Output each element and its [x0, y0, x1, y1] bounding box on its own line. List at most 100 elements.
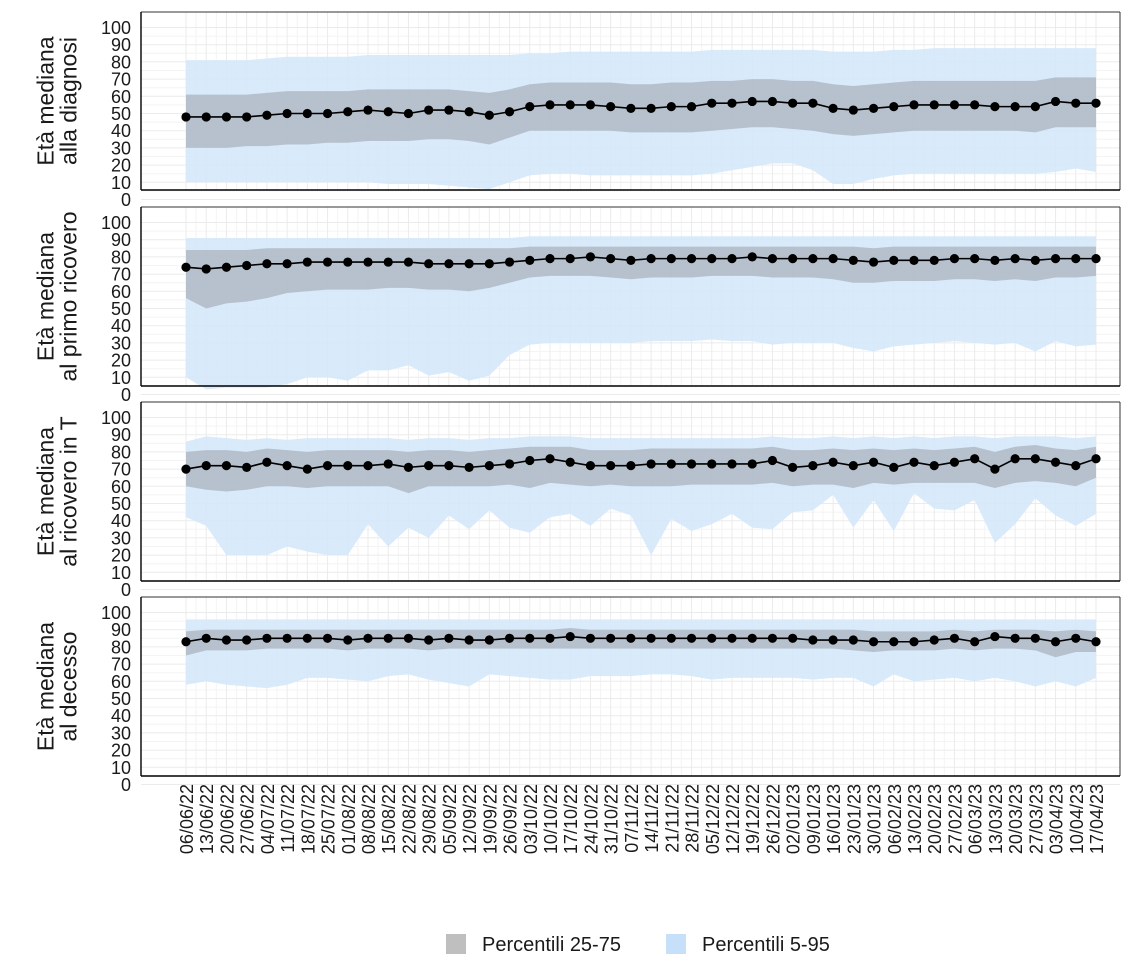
x-tick-label: 26/09/22 — [501, 784, 521, 854]
median-point — [868, 637, 879, 647]
median-point — [322, 257, 333, 267]
x-tick-label: 14/11/22 — [642, 784, 662, 853]
median-point — [585, 252, 596, 262]
median-point — [363, 461, 373, 471]
median-point — [282, 633, 292, 643]
y-tick-label: 20 — [111, 546, 131, 566]
median-point — [262, 457, 272, 467]
median-point — [403, 633, 414, 643]
median-point — [767, 96, 778, 107]
x-tick-label: 24/10/22 — [581, 784, 601, 854]
y-tick-label: 10 — [111, 368, 131, 388]
median-point — [949, 100, 960, 110]
median-point — [990, 102, 1000, 112]
median-point — [848, 105, 858, 115]
median-point — [322, 461, 333, 471]
median-point — [464, 462, 474, 472]
median-point — [606, 254, 616, 264]
x-tick-label: 12/09/22 — [460, 784, 480, 854]
median-point — [889, 462, 899, 472]
median-point — [788, 254, 798, 264]
median-point — [1091, 254, 1101, 264]
median-point — [565, 254, 575, 264]
median-point — [302, 108, 312, 119]
median-point — [767, 254, 778, 264]
median-point — [666, 254, 676, 264]
legend-label-iqr: Percentili 25-75 — [482, 934, 621, 956]
x-tick-label: 18/07/22 — [298, 784, 318, 854]
y-tick-label: 70 — [111, 460, 131, 480]
x-tick-label: 12/12/22 — [723, 784, 743, 854]
median-point — [424, 105, 434, 115]
median-point — [626, 103, 636, 113]
y-axis-title-line: al decesso — [55, 632, 81, 742]
x-tick-label: 29/08/22 — [420, 784, 440, 854]
x-tick-label: 02/01/23 — [784, 784, 804, 854]
y-tick-label: 30 — [111, 723, 131, 743]
median-point — [282, 461, 292, 471]
median-point — [282, 108, 292, 119]
median-point — [242, 112, 252, 122]
y-tick-label: 30 — [111, 333, 131, 353]
median-point — [181, 112, 191, 122]
median-point — [990, 255, 1000, 265]
y-tick-label: 10 — [111, 563, 131, 583]
median-point — [424, 259, 434, 269]
x-tick-label: 03/10/22 — [521, 784, 541, 854]
median-point — [909, 457, 919, 467]
band-p25-75 — [186, 77, 1096, 148]
median-point — [848, 461, 858, 471]
median-point — [1010, 454, 1020, 464]
y-tick-label: 40 — [111, 316, 131, 336]
y-tick-label: 60 — [111, 87, 131, 107]
median-point — [221, 112, 232, 122]
band-p25-75 — [186, 627, 1096, 658]
median-point — [302, 464, 312, 474]
x-tick-label: 21/11/22 — [662, 784, 682, 853]
x-tick-label: 28/11/22 — [683, 784, 703, 853]
x-tick-label: 30/01/23 — [865, 784, 885, 854]
x-tick-label: 20/06/22 — [217, 784, 237, 854]
median-point — [1091, 637, 1101, 647]
y-tick-label: 20 — [111, 741, 131, 761]
median-point — [828, 103, 838, 113]
median-point — [909, 100, 919, 110]
median-point — [727, 459, 737, 469]
median-point — [545, 254, 555, 264]
y-tick-label: 90 — [111, 35, 131, 55]
y-axis-title-line: Età mediana — [32, 36, 58, 165]
median-point — [484, 461, 494, 471]
median-point — [626, 461, 636, 471]
median-point — [970, 637, 980, 647]
median-point — [302, 257, 312, 267]
median-line — [186, 100, 1096, 118]
median-point — [990, 631, 1000, 642]
y-axis-title-line: al primo ricovero — [55, 212, 81, 382]
y-tick-label: 0 — [121, 580, 131, 600]
median-point — [363, 633, 373, 643]
x-tick-label: 17/04/23 — [1087, 784, 1107, 854]
median-point — [889, 102, 899, 112]
y-axis-title-line: Età mediana — [32, 622, 58, 751]
median-point — [889, 637, 899, 647]
median-point — [929, 635, 939, 645]
median-point — [525, 102, 535, 112]
y-tick-label: 60 — [111, 477, 131, 497]
median-point — [1091, 98, 1101, 108]
x-tick-label: 22/08/22 — [399, 784, 419, 854]
median-point — [383, 107, 393, 117]
median-point — [727, 254, 737, 264]
median-point — [464, 259, 474, 269]
y-axis-title-line: al ricovero in T — [55, 416, 81, 566]
median-point — [221, 262, 232, 272]
x-tick-label: 31/10/22 — [602, 784, 622, 854]
x-tick-label: 05/12/22 — [703, 784, 723, 854]
median-point — [242, 260, 252, 271]
median-point — [788, 98, 798, 108]
median-point — [363, 257, 373, 267]
median-point — [727, 98, 737, 108]
y-tick-label: 0 — [121, 385, 131, 405]
